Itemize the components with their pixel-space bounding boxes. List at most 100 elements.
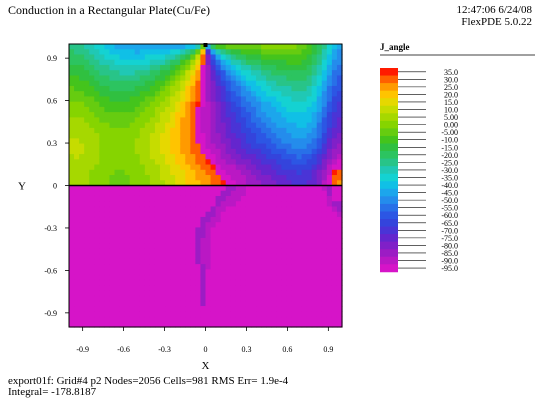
contour-cell (215, 143, 222, 150)
contour-cell (326, 54, 333, 61)
contour-cell (291, 64, 298, 71)
contour-cell (170, 148, 176, 155)
contour-cell (74, 206, 80, 213)
contour-cell (114, 127, 121, 134)
contour-cell (185, 306, 191, 312)
contour-cell (119, 117, 126, 124)
contour-cell (336, 248, 343, 255)
contour-cell (190, 253, 196, 260)
contour-cell (74, 175, 80, 181)
contour-cell (69, 59, 75, 66)
contour-cell (175, 122, 181, 129)
contour-cell (256, 49, 262, 56)
contour-cell (261, 211, 267, 218)
contour-cell (190, 216, 196, 223)
contour-cell (104, 316, 111, 323)
contour-cell (210, 106, 217, 113)
contour-cell (225, 127, 232, 134)
contour-cell (119, 106, 126, 113)
contour-cell (311, 300, 318, 307)
contour-cell (225, 148, 232, 155)
contour-cell (210, 70, 217, 77)
contour-cell (261, 201, 267, 208)
contour-cell (261, 80, 267, 87)
contour-cell (139, 112, 146, 118)
contour-cell (326, 274, 333, 281)
contour-cell (129, 180, 136, 187)
contour-cell (321, 306, 328, 312)
contour-cell (139, 248, 146, 255)
contour-cell (89, 232, 95, 239)
contour-cell (180, 306, 186, 312)
contour-cell (139, 169, 146, 176)
contour-cell (160, 175, 166, 181)
contour-cell (129, 201, 136, 208)
contour-cell (124, 295, 131, 302)
contour-cell (144, 216, 151, 223)
contour-cell (119, 133, 126, 139)
contour-cell (205, 232, 212, 239)
contour-cell (200, 44, 207, 50)
contour-cell (109, 290, 116, 297)
contour-cell (245, 54, 252, 61)
contour-cell (119, 101, 126, 108)
contour-cell (240, 54, 247, 61)
contour-cell (99, 44, 105, 50)
contour-cell (79, 44, 85, 50)
contour-cell (240, 85, 247, 92)
contour-cell (175, 180, 181, 187)
contour-cell (165, 117, 171, 124)
contour-cell (170, 232, 176, 239)
contour-cell (99, 211, 105, 218)
contour-cell (69, 75, 75, 82)
contour-cell (149, 59, 156, 66)
contour-cell (245, 117, 252, 124)
contour-cell (245, 206, 252, 213)
contour-cell (230, 59, 237, 66)
contour-cell (124, 216, 131, 223)
contour-cell (336, 190, 343, 197)
contour-cell (154, 85, 161, 92)
contour-cell (165, 154, 171, 160)
contour-cell (109, 306, 116, 312)
contour-cell (266, 248, 272, 255)
contour-cell (195, 232, 202, 239)
contour-cell (301, 216, 308, 223)
contour-cell (301, 64, 308, 71)
contour-cell (89, 300, 95, 307)
contour-cell (331, 64, 338, 71)
contour-cell (74, 159, 80, 166)
contour-cell (160, 227, 166, 234)
contour-cell (336, 295, 343, 302)
contour-cell (336, 127, 343, 134)
contour-cell (296, 316, 303, 323)
contour-cell (256, 154, 262, 160)
contour-cell (210, 169, 217, 176)
contour-cell (210, 222, 217, 229)
contour-cell (331, 190, 338, 197)
contour-cell (271, 201, 277, 208)
contour-cell (94, 85, 100, 92)
contour-cell (296, 106, 303, 113)
contour-cell (205, 106, 212, 113)
contour-cell (230, 311, 237, 318)
contour-cell (104, 154, 111, 160)
contour-cell (165, 75, 171, 82)
contour-cell (160, 154, 166, 160)
contour-cell (79, 237, 85, 244)
contour-cell (240, 164, 247, 171)
contour-cell (109, 195, 116, 202)
contour-cell (271, 274, 277, 281)
contour-cell (165, 175, 171, 181)
contour-cell (124, 122, 131, 129)
contour-cell (119, 290, 126, 297)
contour-cell (235, 285, 242, 291)
contour-cell (185, 243, 191, 249)
contour-cell (205, 164, 212, 171)
contour-cell (200, 85, 207, 92)
contour-cell (74, 311, 80, 318)
contour-cell (266, 300, 272, 307)
contour-cell (276, 180, 282, 187)
contour-cell (240, 258, 247, 265)
contour-cell (139, 85, 146, 92)
